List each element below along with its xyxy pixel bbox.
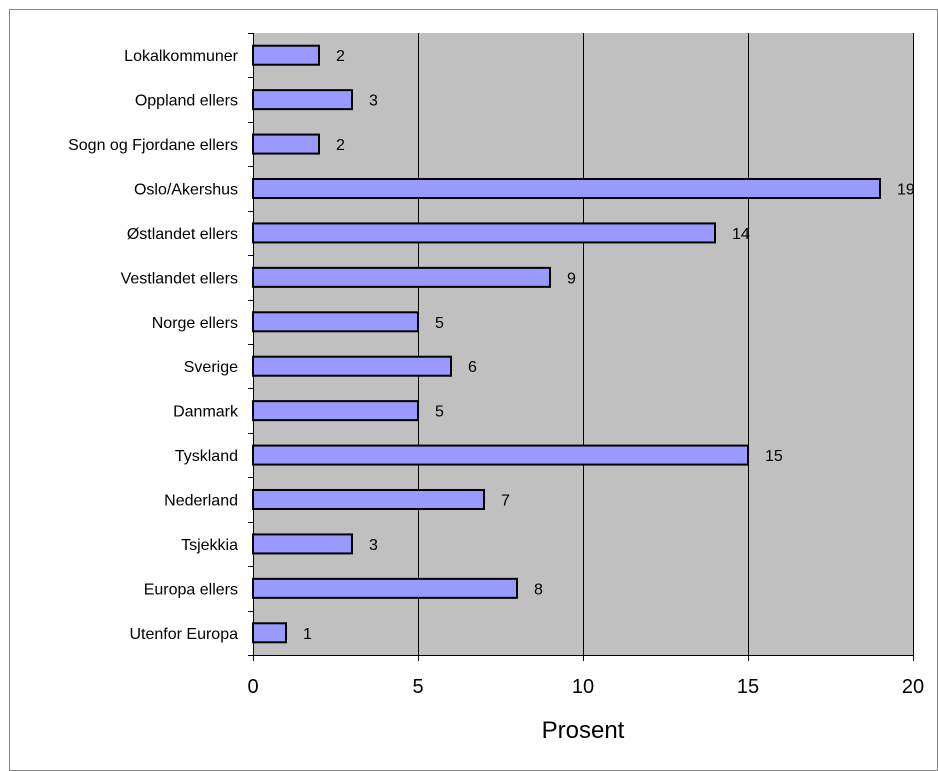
- bar: [252, 311, 419, 333]
- data-label: 14: [732, 226, 750, 243]
- bar: [252, 400, 419, 422]
- bar: [252, 444, 749, 466]
- bar: [252, 355, 452, 377]
- data-label: 15: [765, 448, 783, 465]
- bar: [252, 622, 287, 644]
- x-tick-label: 5: [412, 676, 423, 698]
- bar: [252, 178, 881, 199]
- data-label: 2: [336, 48, 345, 65]
- x-axis: 0 5 10 15 20: [247, 655, 924, 698]
- category-label: Danmark: [173, 404, 239, 421]
- category-label: Tsjekkia: [181, 537, 238, 554]
- category-label: Oslo/Akershus: [134, 182, 238, 199]
- bar: [252, 533, 353, 555]
- x-tick-label: 20: [902, 676, 924, 698]
- data-label: 2: [336, 137, 345, 154]
- data-label: 9: [567, 270, 576, 287]
- category-label: Nederland: [164, 493, 238, 510]
- category-label: Tyskland: [175, 448, 238, 465]
- data-label: 5: [435, 404, 444, 421]
- category-label: Oppland ellers: [135, 93, 238, 110]
- data-label: 6: [468, 359, 477, 376]
- data-label: 3: [369, 93, 378, 110]
- category-label: Lokalkommuner: [124, 48, 239, 65]
- bar: [252, 89, 353, 111]
- value-labels: 2 3 2 19 14 9 5 6 5 15 7 3 8 1: [303, 48, 915, 643]
- y-axis: Lokalkommuner Oppland ellers Sogn og Fjord…: [68, 33, 254, 656]
- data-label: 1: [303, 626, 312, 643]
- data-label: 7: [501, 493, 510, 510]
- category-label: Sverige: [184, 359, 238, 376]
- gridlines: [418, 33, 914, 655]
- data-label: 19: [897, 182, 915, 199]
- category-label: Norge ellers: [152, 315, 238, 332]
- x-tick-label: 15: [737, 676, 759, 698]
- category-label: Europa ellers: [144, 581, 238, 598]
- x-tick-label: 0: [247, 676, 258, 698]
- bar: [252, 133, 320, 155]
- bars: [252, 44, 881, 644]
- bar: [252, 44, 320, 66]
- x-tick-label: 10: [572, 676, 594, 698]
- category-label: Østlandet ellers: [127, 226, 238, 243]
- data-label: 8: [534, 581, 543, 598]
- category-label: Utenfor Europa: [129, 626, 238, 643]
- category-label: Vestlandet ellers: [121, 270, 238, 287]
- x-axis-title: Prosent: [542, 717, 625, 744]
- bar: [252, 577, 518, 599]
- data-label: 3: [369, 537, 378, 554]
- bar: [252, 266, 551, 288]
- data-label: 5: [435, 315, 444, 332]
- category-label: Sogn og Fjordane ellers: [68, 137, 238, 154]
- bar: [252, 489, 485, 510]
- bar: [252, 222, 716, 244]
